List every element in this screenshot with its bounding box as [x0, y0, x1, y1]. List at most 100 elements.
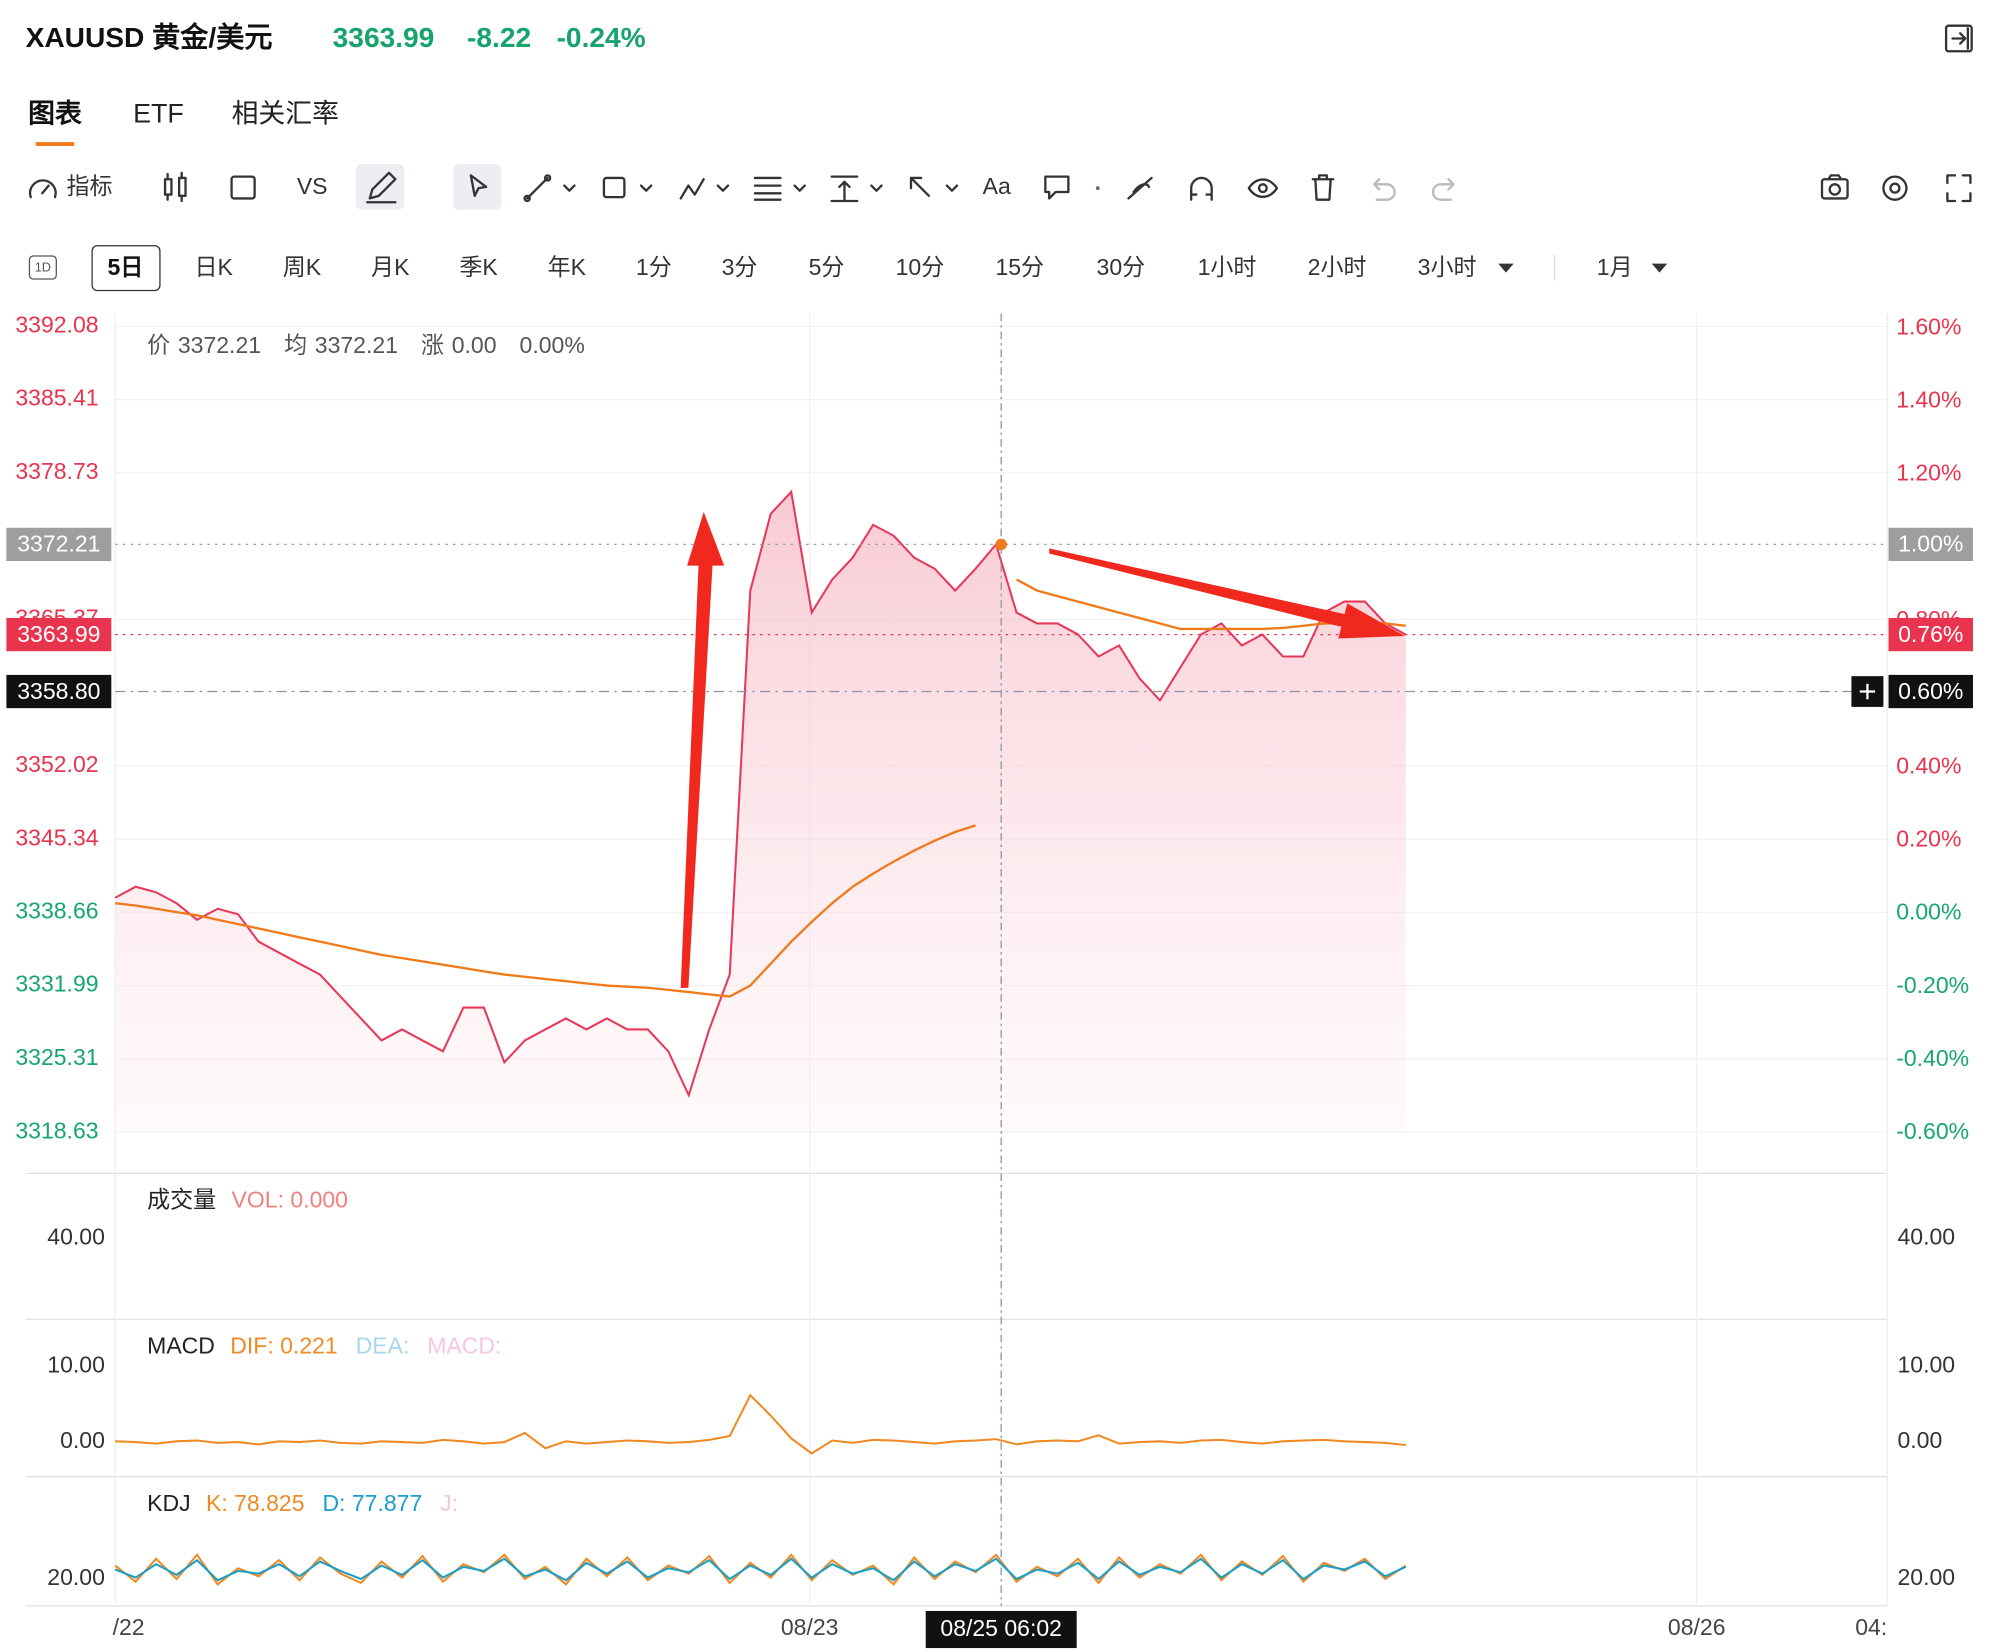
y2-tick-label: -0.60% — [1896, 1118, 1969, 1144]
legend-entry: K: 78.825 — [206, 1490, 305, 1516]
period-button[interactable]: 年K — [548, 254, 587, 280]
note-tool[interactable] — [1044, 175, 1070, 200]
y-tick-label: 3325.31 — [15, 1044, 98, 1070]
text-tool[interactable]: Aa — [983, 173, 1011, 199]
plot: /22 08/23 08/26 04: 3392.08 3385.41 3378.73 336… — [6, 311, 1973, 1649]
period-button[interactable]: 2小时 — [1308, 254, 1367, 280]
y-tick-label: 3331.99 — [15, 971, 98, 997]
tab[interactable]: ETF — [133, 98, 184, 128]
period-selected — [91, 245, 161, 292]
legend-entry: J: — [440, 1490, 458, 1516]
pattern-tool[interactable] — [679, 178, 730, 200]
y-tick-label: 3345.34 — [15, 824, 98, 850]
crosshair-add-icon[interactable] — [1859, 683, 1876, 700]
period-button[interactable]: 5分 — [809, 254, 845, 280]
collapse-icon[interactable] — [1944, 24, 1973, 53]
legend-entry: DIF: 0.221 — [230, 1332, 337, 1358]
price-marker-bg — [6, 674, 112, 709]
delete-tool[interactable] — [1311, 174, 1335, 201]
dropdown-arrow[interactable] — [1498, 263, 1514, 273]
period-button[interactable]: 30分 — [1097, 254, 1146, 280]
period-button[interactable]: 5日 — [107, 254, 143, 280]
candle-icon[interactable] — [163, 171, 187, 203]
tab-underline — [35, 142, 75, 146]
y2-tick-label: 20.00 — [1897, 1564, 1955, 1590]
info-value: 3372.21 — [178, 332, 261, 358]
period-button[interactable]: 3小时 — [1418, 254, 1477, 280]
area-fill — [115, 491, 1406, 1133]
price-marker-label: 3363.99 — [17, 621, 100, 647]
arrow-tool[interactable] — [909, 176, 959, 198]
vs-button[interactable]: VS — [297, 173, 328, 199]
hide-tool[interactable] — [1127, 176, 1153, 200]
indicator-icon[interactable] — [28, 179, 57, 199]
pct-marker-label: 0.60% — [1898, 678, 1963, 704]
period-button[interactable]: 日K — [194, 254, 233, 280]
period-button[interactable]: 周K — [283, 254, 322, 280]
annotation-arrows — [680, 511, 1405, 988]
draw-icon[interactable] — [366, 171, 397, 204]
arrow-shaft — [1049, 548, 1346, 628]
period-button[interactable]: 月K — [371, 254, 410, 280]
y2-tick-label: 0.00% — [1896, 899, 1961, 925]
undo[interactable] — [1373, 178, 1396, 201]
info-value: 3372.21 — [315, 332, 398, 358]
y-tick-label: 3378.73 — [15, 458, 98, 484]
y2-tick-label: 1.40% — [1896, 386, 1961, 412]
y-tick-label: 0.00 — [60, 1427, 105, 1453]
y-tick-label: 3338.66 — [15, 898, 98, 924]
y-tick-label: 40.00 — [47, 1224, 105, 1250]
dropdown-arrow[interactable] — [1651, 263, 1668, 273]
y2-tick-label: 0.00 — [1897, 1427, 1942, 1453]
tab[interactable]: 相关汇率 — [232, 98, 339, 128]
y2-tick-label: 40.00 — [1897, 1224, 1955, 1250]
y-tick-label: 3352.02 — [15, 751, 98, 777]
layout-icon[interactable] — [230, 175, 256, 200]
x-tick-label: 08/26 — [1668, 1614, 1726, 1640]
measure-tool[interactable] — [830, 175, 883, 203]
y-tick-label: 3392.08 — [15, 311, 98, 337]
separator-dot — [1095, 186, 1100, 191]
camera-icon[interactable] — [1820, 174, 1849, 200]
line-tool[interactable] — [523, 174, 576, 203]
legend-entry: MACD: — [427, 1332, 501, 1358]
eye-tool[interactable] — [1247, 178, 1279, 198]
fib-tool[interactable] — [753, 176, 806, 201]
cursor-bg — [452, 163, 502, 210]
period-button[interactable]: 1小时 — [1198, 254, 1257, 280]
info-value: 0.00 — [452, 332, 497, 358]
arrow-shaft — [680, 563, 713, 988]
tab[interactable]: 图表 — [28, 98, 82, 128]
x-tick-label: 08/23 — [781, 1614, 839, 1640]
settings-icon[interactable] — [1882, 175, 1908, 201]
period-button[interactable]: 1月 — [1597, 254, 1633, 280]
shape-tool[interactable] — [602, 176, 653, 199]
period-button[interactable]: 季K — [459, 254, 498, 280]
info-label: 均 — [284, 332, 307, 358]
panel-title: KDJ — [147, 1490, 190, 1516]
price-marker-bg — [6, 617, 112, 652]
period-button[interactable]: 10分 — [896, 254, 945, 280]
period-button[interactable]: 15分 — [995, 254, 1044, 280]
info-label: 涨 — [421, 332, 444, 358]
change-pct: -0.24% — [557, 22, 646, 53]
legend-entry: DEA: — [356, 1332, 410, 1358]
period-icon-box[interactable] — [28, 255, 57, 280]
change: -8.22 — [467, 22, 531, 53]
y2-tick-label: -0.20% — [1896, 972, 1969, 998]
period-button[interactable]: 3分 — [722, 254, 758, 280]
period-icon[interactable]: 1D — [35, 260, 51, 275]
y2-tick-label: -0.40% — [1896, 1045, 1969, 1071]
y2-tick-label: 10.00 — [1897, 1352, 1955, 1378]
magnet-tool[interactable] — [1190, 176, 1213, 201]
fullscreen-icon[interactable] — [1946, 174, 1972, 203]
y2-tick-label: 0.20% — [1896, 826, 1961, 852]
y2-tick-label: 1.20% — [1896, 460, 1961, 486]
indicator-button[interactable]: 指标 — [67, 173, 113, 199]
redo[interactable] — [1431, 178, 1455, 201]
period-button[interactable]: 1分 — [636, 254, 672, 280]
price-marker-label: 3358.80 — [17, 678, 100, 704]
cursor-icon[interactable] — [469, 174, 488, 198]
